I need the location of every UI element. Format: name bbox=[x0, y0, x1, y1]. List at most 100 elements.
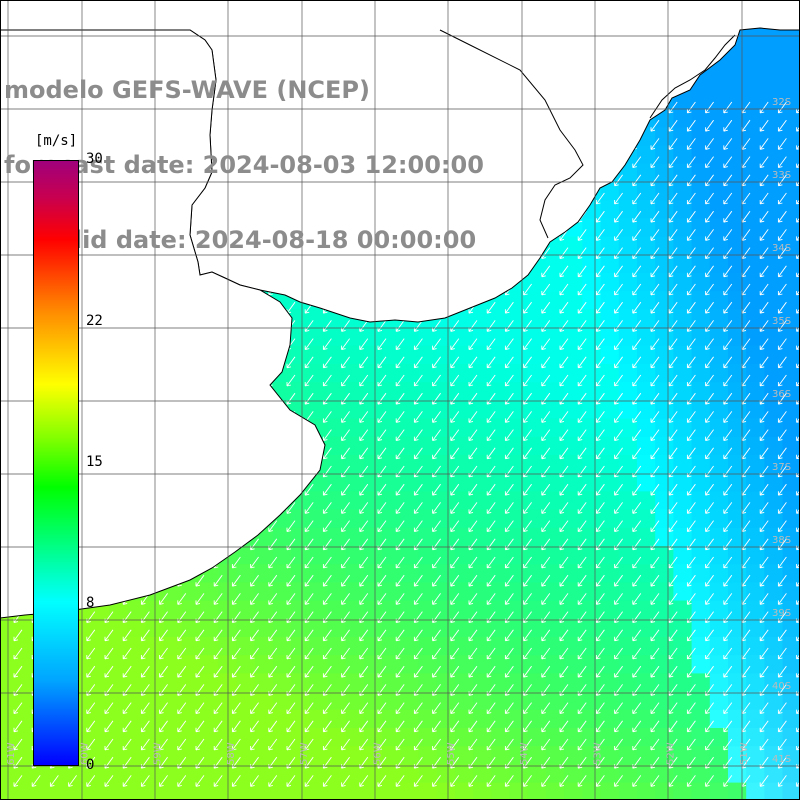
field-cell bbox=[637, 327, 656, 347]
field-cell bbox=[491, 618, 511, 638]
field-cell bbox=[473, 564, 492, 583]
wind-arrow bbox=[650, 138, 660, 150]
wind-arrow bbox=[541, 538, 551, 551]
wind-arrow bbox=[777, 593, 787, 605]
wind-arrow bbox=[777, 702, 787, 715]
field-cell bbox=[291, 364, 310, 383]
wind-arrow bbox=[777, 647, 787, 660]
field-cell bbox=[600, 182, 620, 201]
lat-label-38S: 38S bbox=[772, 535, 791, 546]
wind-arrow bbox=[650, 156, 660, 169]
field-cell bbox=[600, 473, 620, 492]
wind-arrow bbox=[213, 611, 223, 624]
field-cell bbox=[327, 382, 347, 401]
wind-arrow bbox=[13, 665, 23, 678]
field-cell bbox=[436, 691, 456, 711]
field-cell bbox=[655, 455, 674, 474]
field-cell bbox=[746, 291, 765, 310]
wind-arrow bbox=[322, 629, 332, 642]
field-cell bbox=[382, 418, 401, 438]
field-cell bbox=[691, 273, 711, 292]
wind-arrow bbox=[86, 665, 96, 678]
field-cell bbox=[673, 327, 693, 347]
field-cell bbox=[291, 546, 310, 565]
field-cell bbox=[163, 600, 183, 620]
field-cell bbox=[746, 600, 765, 620]
wind-arrow bbox=[486, 356, 496, 369]
field-cell bbox=[691, 564, 711, 583]
field-cell bbox=[163, 728, 183, 747]
field-cell bbox=[382, 709, 401, 729]
field-cell bbox=[691, 436, 711, 456]
field-cell bbox=[782, 782, 800, 800]
wind-arrow bbox=[395, 574, 405, 587]
longitude-labels: 61W60W59W58W57W56W55W54W53W52W51W50W bbox=[6, 742, 750, 765]
field-cell bbox=[18, 764, 37, 784]
field-cell bbox=[236, 746, 256, 765]
field-cell bbox=[582, 655, 602, 674]
wind-arrow bbox=[486, 720, 496, 733]
wind-arrow bbox=[686, 138, 696, 150]
field-cell bbox=[509, 418, 529, 438]
wind-arrow bbox=[523, 684, 532, 696]
wind-arrow bbox=[468, 684, 478, 696]
field-cell bbox=[655, 254, 674, 274]
wind-arrow bbox=[468, 556, 478, 569]
wind-arrow bbox=[304, 593, 314, 605]
wind-arrow bbox=[777, 192, 787, 205]
wind-arrow bbox=[468, 483, 478, 496]
wind-arrow bbox=[504, 356, 514, 369]
wind-arrow bbox=[359, 665, 369, 678]
wind-arrow bbox=[341, 556, 350, 569]
wind-arrow bbox=[286, 647, 296, 660]
wind-arrow bbox=[122, 738, 132, 751]
wind-arrow bbox=[541, 374, 551, 387]
wind-arrow bbox=[450, 647, 460, 660]
wind-arrow bbox=[705, 775, 714, 787]
wind-arrow bbox=[468, 520, 478, 533]
field-cell bbox=[728, 200, 747, 219]
field-cell bbox=[509, 309, 529, 329]
field-cell bbox=[418, 527, 438, 547]
field-cell bbox=[564, 273, 583, 292]
field-cell bbox=[746, 709, 765, 729]
field-cell bbox=[273, 746, 292, 765]
field-cell bbox=[564, 309, 583, 329]
wind-arrow bbox=[705, 283, 714, 296]
wind-arrow bbox=[286, 520, 296, 533]
wind-arrow bbox=[504, 502, 514, 514]
wind-arrow bbox=[413, 429, 423, 442]
wind-arrow bbox=[759, 647, 769, 660]
wind-arrow bbox=[104, 665, 114, 678]
field-cell bbox=[691, 163, 711, 183]
wind-arrow bbox=[31, 775, 41, 787]
field-cell bbox=[746, 655, 765, 674]
field-cell bbox=[655, 746, 674, 765]
field-cell bbox=[709, 746, 729, 765]
wind-arrow bbox=[468, 593, 478, 605]
wind-arrow bbox=[268, 611, 278, 624]
field-cell bbox=[637, 782, 656, 800]
field-cell bbox=[382, 509, 401, 529]
field-cell bbox=[36, 764, 56, 784]
field-cell bbox=[254, 564, 274, 583]
wind-arrow bbox=[322, 684, 332, 696]
field-cell bbox=[618, 582, 638, 602]
field-cell bbox=[309, 637, 329, 656]
wind-arrow bbox=[104, 629, 114, 642]
field-cell bbox=[618, 491, 638, 511]
wind-arrow bbox=[650, 538, 660, 551]
field-cell bbox=[200, 600, 219, 620]
wind-arrow bbox=[341, 611, 350, 624]
field-cell bbox=[618, 618, 638, 638]
field-cell bbox=[455, 473, 474, 492]
wind-arrow bbox=[322, 538, 332, 551]
wind-arrow bbox=[341, 447, 350, 460]
field-cell bbox=[764, 291, 784, 310]
field-cell bbox=[400, 455, 420, 474]
field-cell bbox=[582, 491, 602, 511]
field-cell bbox=[509, 618, 529, 638]
wind-arrow bbox=[614, 229, 623, 241]
field-cell bbox=[618, 746, 638, 765]
